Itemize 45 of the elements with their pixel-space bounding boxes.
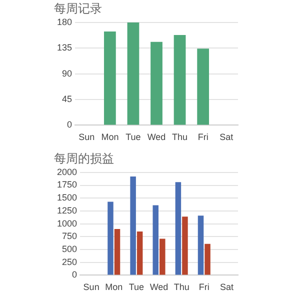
bar xyxy=(175,182,182,275)
bar xyxy=(127,22,140,125)
y-tick-label: 180 xyxy=(56,16,72,27)
x-tick-label: Mon xyxy=(105,282,123,292)
bar xyxy=(204,244,210,275)
x-tick-label: Thu xyxy=(172,132,188,142)
y-tick-label: 45 xyxy=(62,94,72,104)
y-tick-label: 1000 xyxy=(56,218,78,228)
x-tick-label: Wed xyxy=(147,132,166,142)
y-tick-label: 500 xyxy=(62,244,78,254)
x-tick-label: Sun xyxy=(83,282,100,292)
bar xyxy=(136,232,143,275)
y-tick-label: 90 xyxy=(62,68,72,78)
y-tick-label: 1250 xyxy=(56,205,78,216)
bar xyxy=(197,48,210,125)
y-tick-label: 1750 xyxy=(56,180,78,190)
bar xyxy=(130,176,136,275)
x-tick-label: Thu xyxy=(174,282,190,292)
chart-title: 每周的损益 xyxy=(54,151,114,166)
chart-title: 每周记录 xyxy=(54,1,102,16)
y-tick-label: 250 xyxy=(62,256,78,267)
y-tick-label: 0 xyxy=(67,120,72,130)
bar xyxy=(108,202,114,275)
bar xyxy=(114,228,120,275)
bar xyxy=(150,42,162,125)
x-tick-label: Fri xyxy=(198,132,208,142)
x-tick-label: Sat xyxy=(220,132,234,142)
y-tick-label: 1500 xyxy=(56,192,78,203)
x-tick-label: Sun xyxy=(78,132,95,142)
x-tick-label: Tue xyxy=(128,282,144,292)
x-tick-label: Sat xyxy=(220,282,234,292)
y-tick-label: 0 xyxy=(72,270,78,280)
y-tick-label: 135 xyxy=(56,42,72,53)
y-tick-label: 2000 xyxy=(56,166,78,177)
x-tick-label: Wed xyxy=(150,282,168,292)
bar xyxy=(198,216,204,275)
bar xyxy=(160,238,166,275)
bar xyxy=(174,34,186,125)
bar xyxy=(182,216,188,275)
x-tick-label: Tue xyxy=(126,132,141,142)
y-tick-label: 750 xyxy=(62,231,78,242)
bar xyxy=(104,32,116,125)
x-tick-label: Mon xyxy=(101,132,119,142)
bar xyxy=(152,205,159,275)
x-tick-label: Fri xyxy=(198,282,210,292)
